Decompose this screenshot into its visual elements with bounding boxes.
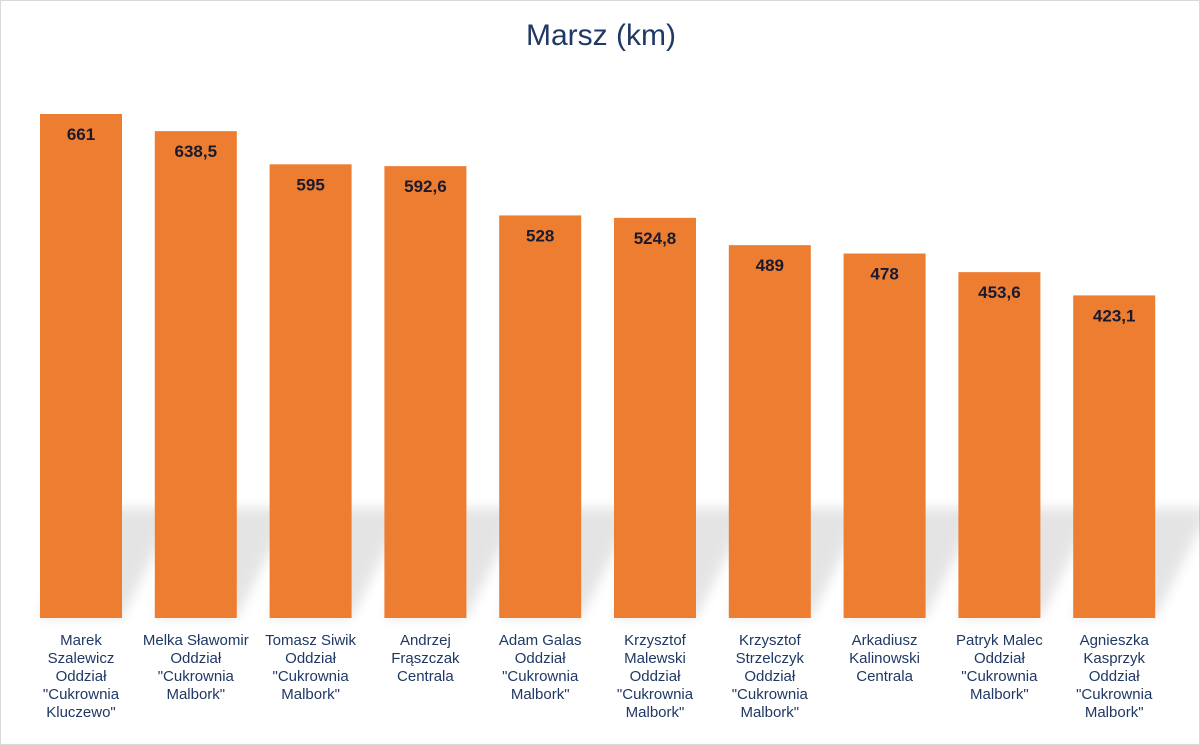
- category-label-line: Adam Galas: [498, 632, 582, 649]
- bar-6: [614, 217, 696, 619]
- category-label-line: Malewski: [624, 650, 686, 667]
- data-label-1: 661: [67, 125, 95, 144]
- category-label-line: "Cukrownia: [1076, 686, 1153, 703]
- category-label-line: Oddział: [973, 650, 1025, 667]
- data-label-9: 453,6: [978, 283, 1021, 302]
- data-label-4: 592,6: [404, 177, 447, 196]
- category-label-line: Kalinowski: [849, 650, 921, 667]
- category-label-line: Oddział: [514, 650, 566, 667]
- bar-7: [728, 245, 811, 619]
- category-label-line: Oddział: [1088, 668, 1140, 685]
- category-label-line: Krzysztof: [738, 632, 801, 649]
- category-label-4: Andrzej Frąszczak Centrala: [365, 632, 485, 686]
- data-label-10: 423,1: [1093, 306, 1136, 325]
- category-label-line: Patryk Malec: [956, 632, 1043, 649]
- category-label-line: Malbork": [740, 704, 800, 721]
- category-label-line: Szalewicz: [47, 650, 115, 667]
- category-label-line: Malbork": [166, 686, 226, 703]
- category-label-line: Oddział: [285, 650, 337, 667]
- bar-10: [1073, 295, 1156, 618]
- category-label-line: Oddział: [629, 668, 681, 685]
- category-label-line: Melka Sławomir: [142, 632, 249, 649]
- category-label-line: Frąszczak: [391, 650, 460, 667]
- category-label-7: Krzysztof Strzelczyk Oddział "Cukrownia Malb…: [710, 632, 830, 722]
- data-label-7: 489: [756, 256, 784, 275]
- category-label-line: "Cukrownia: [42, 686, 120, 703]
- category-label-2: Melka Sławomir Oddział "Cukrownia Malbork": [136, 632, 256, 704]
- bar-1: [40, 114, 122, 618]
- category-label-line: Centrala: [397, 668, 454, 685]
- chart-title: Marsz (km): [526, 19, 676, 52]
- category-label-line: Oddział: [744, 668, 796, 685]
- data-label-6: 524,8: [634, 229, 677, 248]
- category-label-line: Kluczewo": [46, 704, 116, 721]
- category-label-line: Malbork": [625, 704, 685, 721]
- bar-2: [154, 131, 237, 618]
- data-label-5: 528: [526, 226, 554, 245]
- category-label-line: Malbork": [281, 686, 340, 703]
- category-label-line: Strzelczyk: [735, 650, 804, 667]
- category-label-line: Kasprzyk: [1083, 650, 1146, 667]
- category-label-line: "Cukrownia: [616, 686, 694, 703]
- bar-5: [499, 215, 582, 619]
- category-label-line: "Cukrownia: [961, 668, 1038, 685]
- category-label-line: Krzysztof: [624, 632, 686, 649]
- category-label-6: Krzysztof Malewski Oddział "Cukrownia Malbor…: [595, 632, 715, 722]
- category-label-line: Oddział: [170, 650, 222, 667]
- category-label-1: Marek Szalewicz Oddział "Cukrownia Kluczewo": [21, 632, 141, 722]
- data-label-2: 638,5: [175, 142, 218, 161]
- category-label-8: Arkadiusz Kalinowski Centrala: [825, 632, 945, 686]
- category-label-line: Oddział: [55, 668, 107, 685]
- category-label-line: Marek: [60, 632, 102, 649]
- category-label-3: Tomasz Siwik Oddział "Cukrownia Malbork": [251, 632, 371, 704]
- bar-9: [958, 272, 1041, 618]
- bar-4: [384, 166, 467, 619]
- category-label-line: "Cukrownia: [731, 686, 808, 703]
- category-label-line: Malbork": [510, 686, 570, 703]
- category-label-line: Tomasz Siwik: [265, 632, 357, 649]
- category-label-5: Adam Galas Oddział "Cukrownia Malbork": [480, 632, 600, 704]
- category-label-9: Patryk Malec Oddział "Cukrownia Malbork": [939, 632, 1059, 704]
- category-label-line: "Cukrownia: [272, 668, 349, 685]
- category-label-line: "Cukrownia: [502, 668, 579, 685]
- category-label-line: Centrala: [856, 668, 913, 685]
- category-label-line: "Cukrownia: [157, 668, 234, 685]
- data-label-8: 478: [870, 265, 898, 284]
- category-label-line: Malbork": [1084, 704, 1144, 721]
- category-label-line: Arkadiusz: [851, 632, 918, 649]
- data-label-3: 595: [296, 175, 324, 194]
- category-label-10: Agnieszka Kasprzyk Oddział "Cukrownia Malbor…: [1054, 632, 1174, 722]
- category-label-line: Agnieszka: [1079, 632, 1149, 649]
- category-label-line: Malbork": [970, 686, 1029, 703]
- category-label-line: Andrzej: [399, 632, 451, 649]
- bar-8: [843, 253, 926, 618]
- bar-3: [269, 164, 352, 619]
